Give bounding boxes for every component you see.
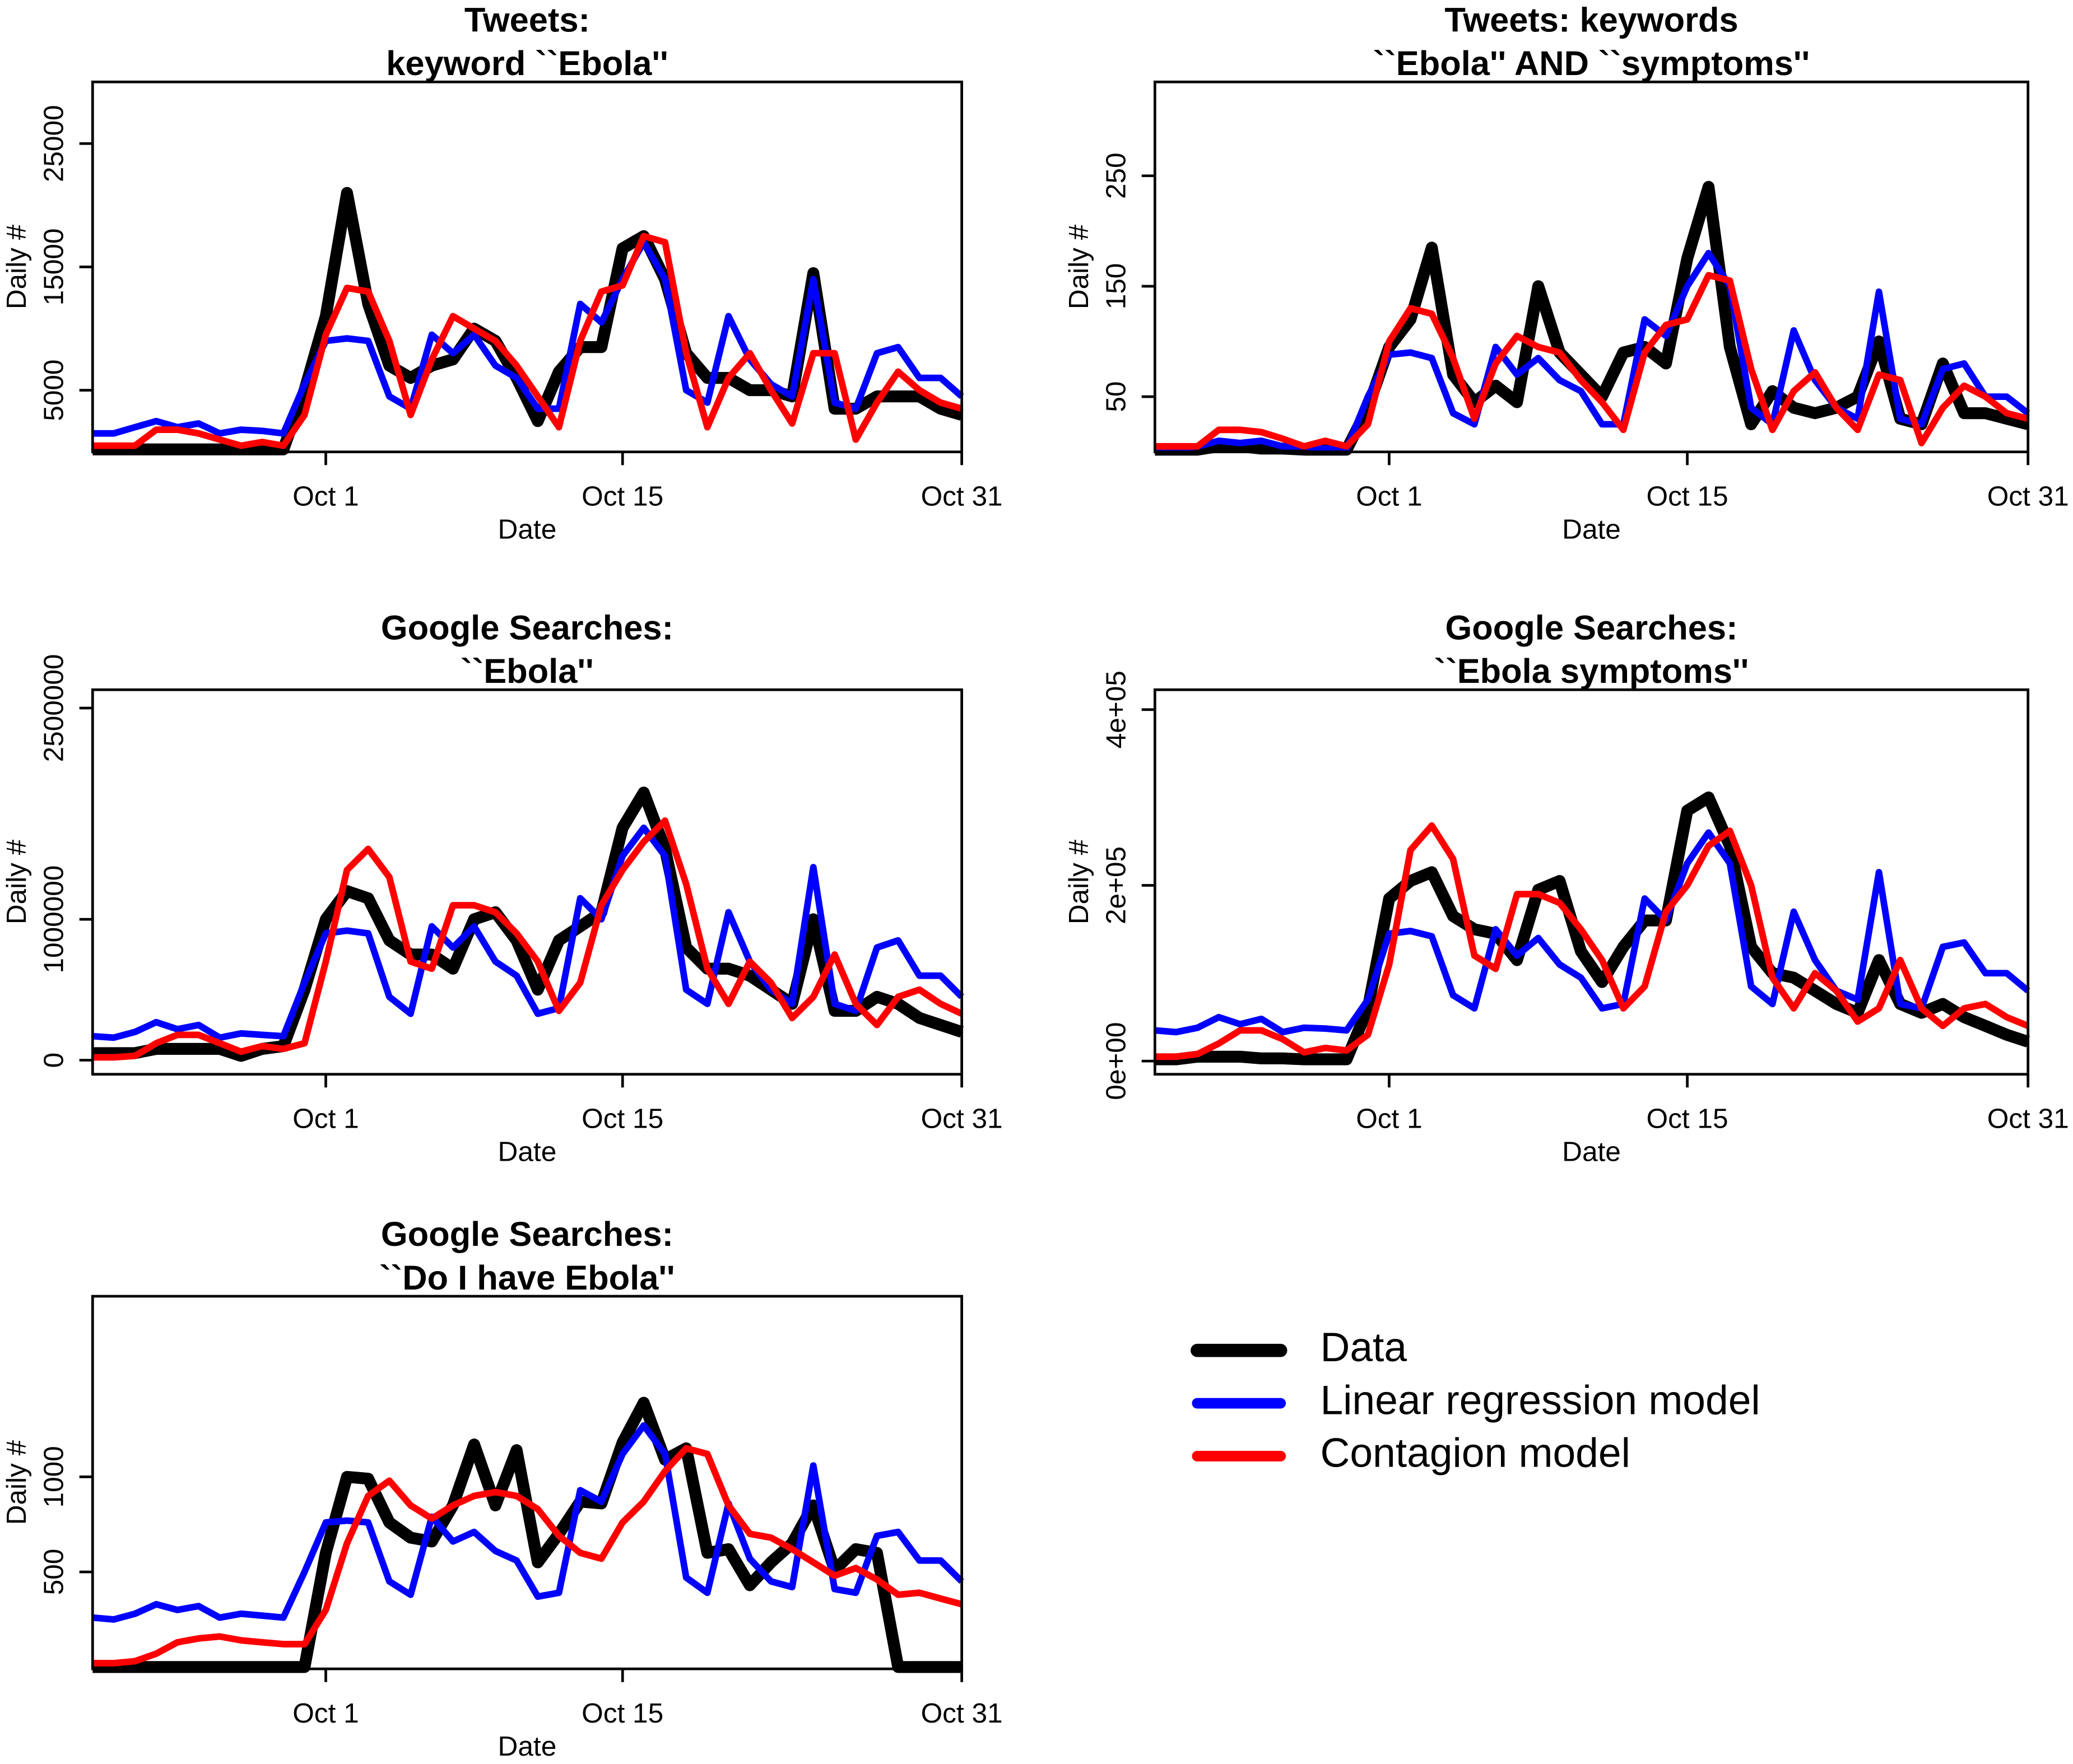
panel: Google Searches: ``Ebola symptoms'' 0e+00 2… (1063, 608, 2069, 1167)
x-axis-label: Date (1562, 513, 1621, 544)
panel: Google Searches: ``Do I have Ebola'' 500 10… (1, 1215, 1002, 1762)
chart-title: Google Searches: (381, 608, 673, 647)
y-tick-label: 150 (1100, 263, 1131, 310)
data-line (92, 1422, 964, 1623)
chart-title: Google Searches: (1445, 608, 1738, 647)
x-axis-label: Date (498, 1135, 557, 1167)
y-tick-label: 250 (1100, 153, 1131, 199)
legend-label: Data (1320, 1324, 1407, 1370)
data-line (92, 817, 964, 1061)
y-tick-label: 5000 (38, 360, 69, 421)
x-tick-label: Oct 15 (1647, 480, 1728, 511)
data-line (92, 1445, 963, 1667)
x-tick-label: Oct 15 (582, 1697, 663, 1729)
plot-frame (91, 1295, 963, 1670)
x-axis-label: Date (1562, 1135, 1621, 1167)
x-tick-label: Oct 1 (1356, 480, 1422, 511)
panel: Google Searches: ``Ebola'' 0 1000000 2500000… (1, 608, 1002, 1167)
data-line (92, 187, 964, 455)
plot-frame (1153, 688, 2030, 1076)
chart-subtitle: keyword ``Ebola'' (386, 44, 668, 83)
data-line (92, 824, 964, 1041)
x-tick-label: Oct 31 (1987, 480, 2069, 511)
data-line (92, 239, 964, 437)
plot-frame (91, 688, 963, 1076)
chart-title: Tweets: (464, 1, 590, 39)
y-axis-label: Daily # (1, 1440, 32, 1525)
y-tick-label: 4e+05 (1100, 671, 1131, 748)
data-line (1155, 272, 2029, 450)
x-tick-label: Oct 31 (921, 480, 1003, 511)
panel: Tweets: keyword ``Ebola'' 5000 15000 25000 Oc… (1, 1, 1002, 544)
y-axis-label: Daily # (1063, 224, 1094, 309)
data-line (1155, 822, 2029, 1060)
y-tick-label: 500 (38, 1549, 69, 1595)
x-tick-label: Oct 1 (292, 1697, 359, 1729)
y-tick-label: 50 (1100, 381, 1131, 412)
data-line (1154, 829, 2030, 1036)
y-tick-label: 1000000 (38, 865, 69, 974)
x-tick-label: Oct 15 (1647, 1102, 1728, 1134)
x-tick-label: Oct 1 (292, 1102, 359, 1134)
x-tick-label: Oct 15 (582, 1102, 663, 1134)
y-axis-label: Daily # (1, 224, 32, 309)
data-line (92, 1397, 962, 1673)
chart-subtitle: ``Ebola symptoms'' (1434, 652, 1749, 691)
y-tick-label: 0e+00 (1100, 1022, 1131, 1100)
legend-label: Contagion model (1320, 1430, 1630, 1476)
panel: Tweets: keywords ``Ebola'' AND ``symptoms… (1063, 1, 2069, 544)
x-axis-label: Date (498, 513, 557, 544)
plot-frame (1153, 80, 2030, 454)
x-tick-label: Oct 31 (1987, 1102, 2069, 1134)
chart-subtitle: ``Ebola'' (461, 652, 593, 691)
y-tick-label: 0 (38, 1053, 69, 1068)
y-tick-label: 2e+05 (1100, 846, 1131, 924)
y-axis-label: Daily # (1063, 839, 1094, 924)
y-tick-label: 25000 (38, 105, 69, 182)
y-axis-label: Daily # (1, 839, 32, 924)
legend-label: Linear regression model (1320, 1377, 1760, 1423)
chart-title: Tweets: keywords (1444, 1, 1738, 39)
chart-title: Google Searches: (381, 1215, 673, 1254)
data-line (92, 232, 963, 449)
legend: Data Linear regression model Contagion mod… (1191, 1324, 1760, 1476)
chart-subtitle: ``Do I have Ebola'' (379, 1259, 675, 1297)
data-line (92, 786, 964, 1062)
chart-subtitle: ``Ebola'' AND ``symptoms'' (1373, 44, 1810, 83)
x-tick-label: Oct 1 (1356, 1102, 1422, 1134)
x-tick-label: Oct 31 (921, 1697, 1003, 1729)
y-tick-label: 15000 (38, 229, 69, 306)
data-line (1155, 791, 2030, 1065)
x-tick-label: Oct 15 (582, 480, 663, 511)
y-tick-label: 1000 (38, 1446, 69, 1507)
x-tick-label: Oct 1 (292, 480, 359, 511)
x-tick-label: Oct 31 (921, 1102, 1003, 1134)
x-axis-label: Date (498, 1730, 557, 1762)
y-tick-label: 2500000 (38, 654, 69, 762)
